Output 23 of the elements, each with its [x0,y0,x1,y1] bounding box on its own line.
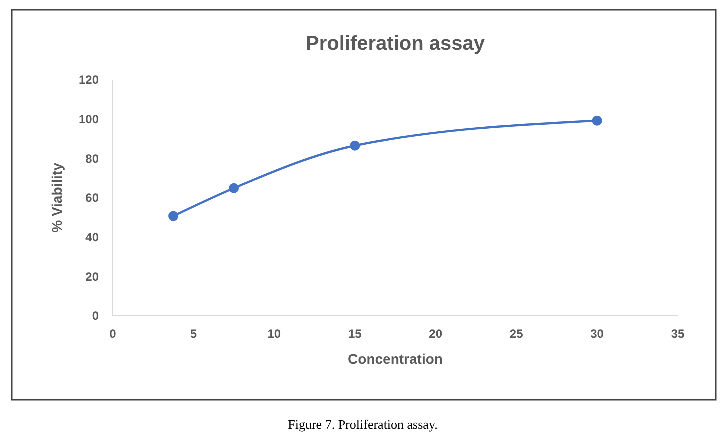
y-tick-label: 100 [78,112,100,127]
x-tick-label: 15 [348,327,362,341]
point [592,116,602,126]
caption: Figure 7. Proliferation assay. [288,417,438,432]
y-tick-label: 60 [86,191,100,206]
x-tick-label: 30 [590,327,604,341]
x-tick-label: 0 [110,327,117,341]
point [168,211,179,222]
y-tick-label: 20 [86,270,100,284]
x-tick-label: 35 [671,327,685,341]
chart-title: Proliferation assay [306,33,486,55]
y-tick-label: 80 [86,152,100,166]
y-tick-label: 0 [92,309,100,324]
y-tick-label: 40 [86,230,100,245]
x-tick-label: 25 [510,327,524,341]
y-axis-title: % Viability [49,162,65,233]
y-tick-label: 120 [78,73,100,88]
x-tick-label: 10 [268,327,282,341]
x-tick-label: 5 [190,327,198,341]
point [229,183,240,194]
point [350,140,360,151]
x-tick-label: 20 [429,327,443,341]
x-axis-title: Concentration [348,351,443,367]
